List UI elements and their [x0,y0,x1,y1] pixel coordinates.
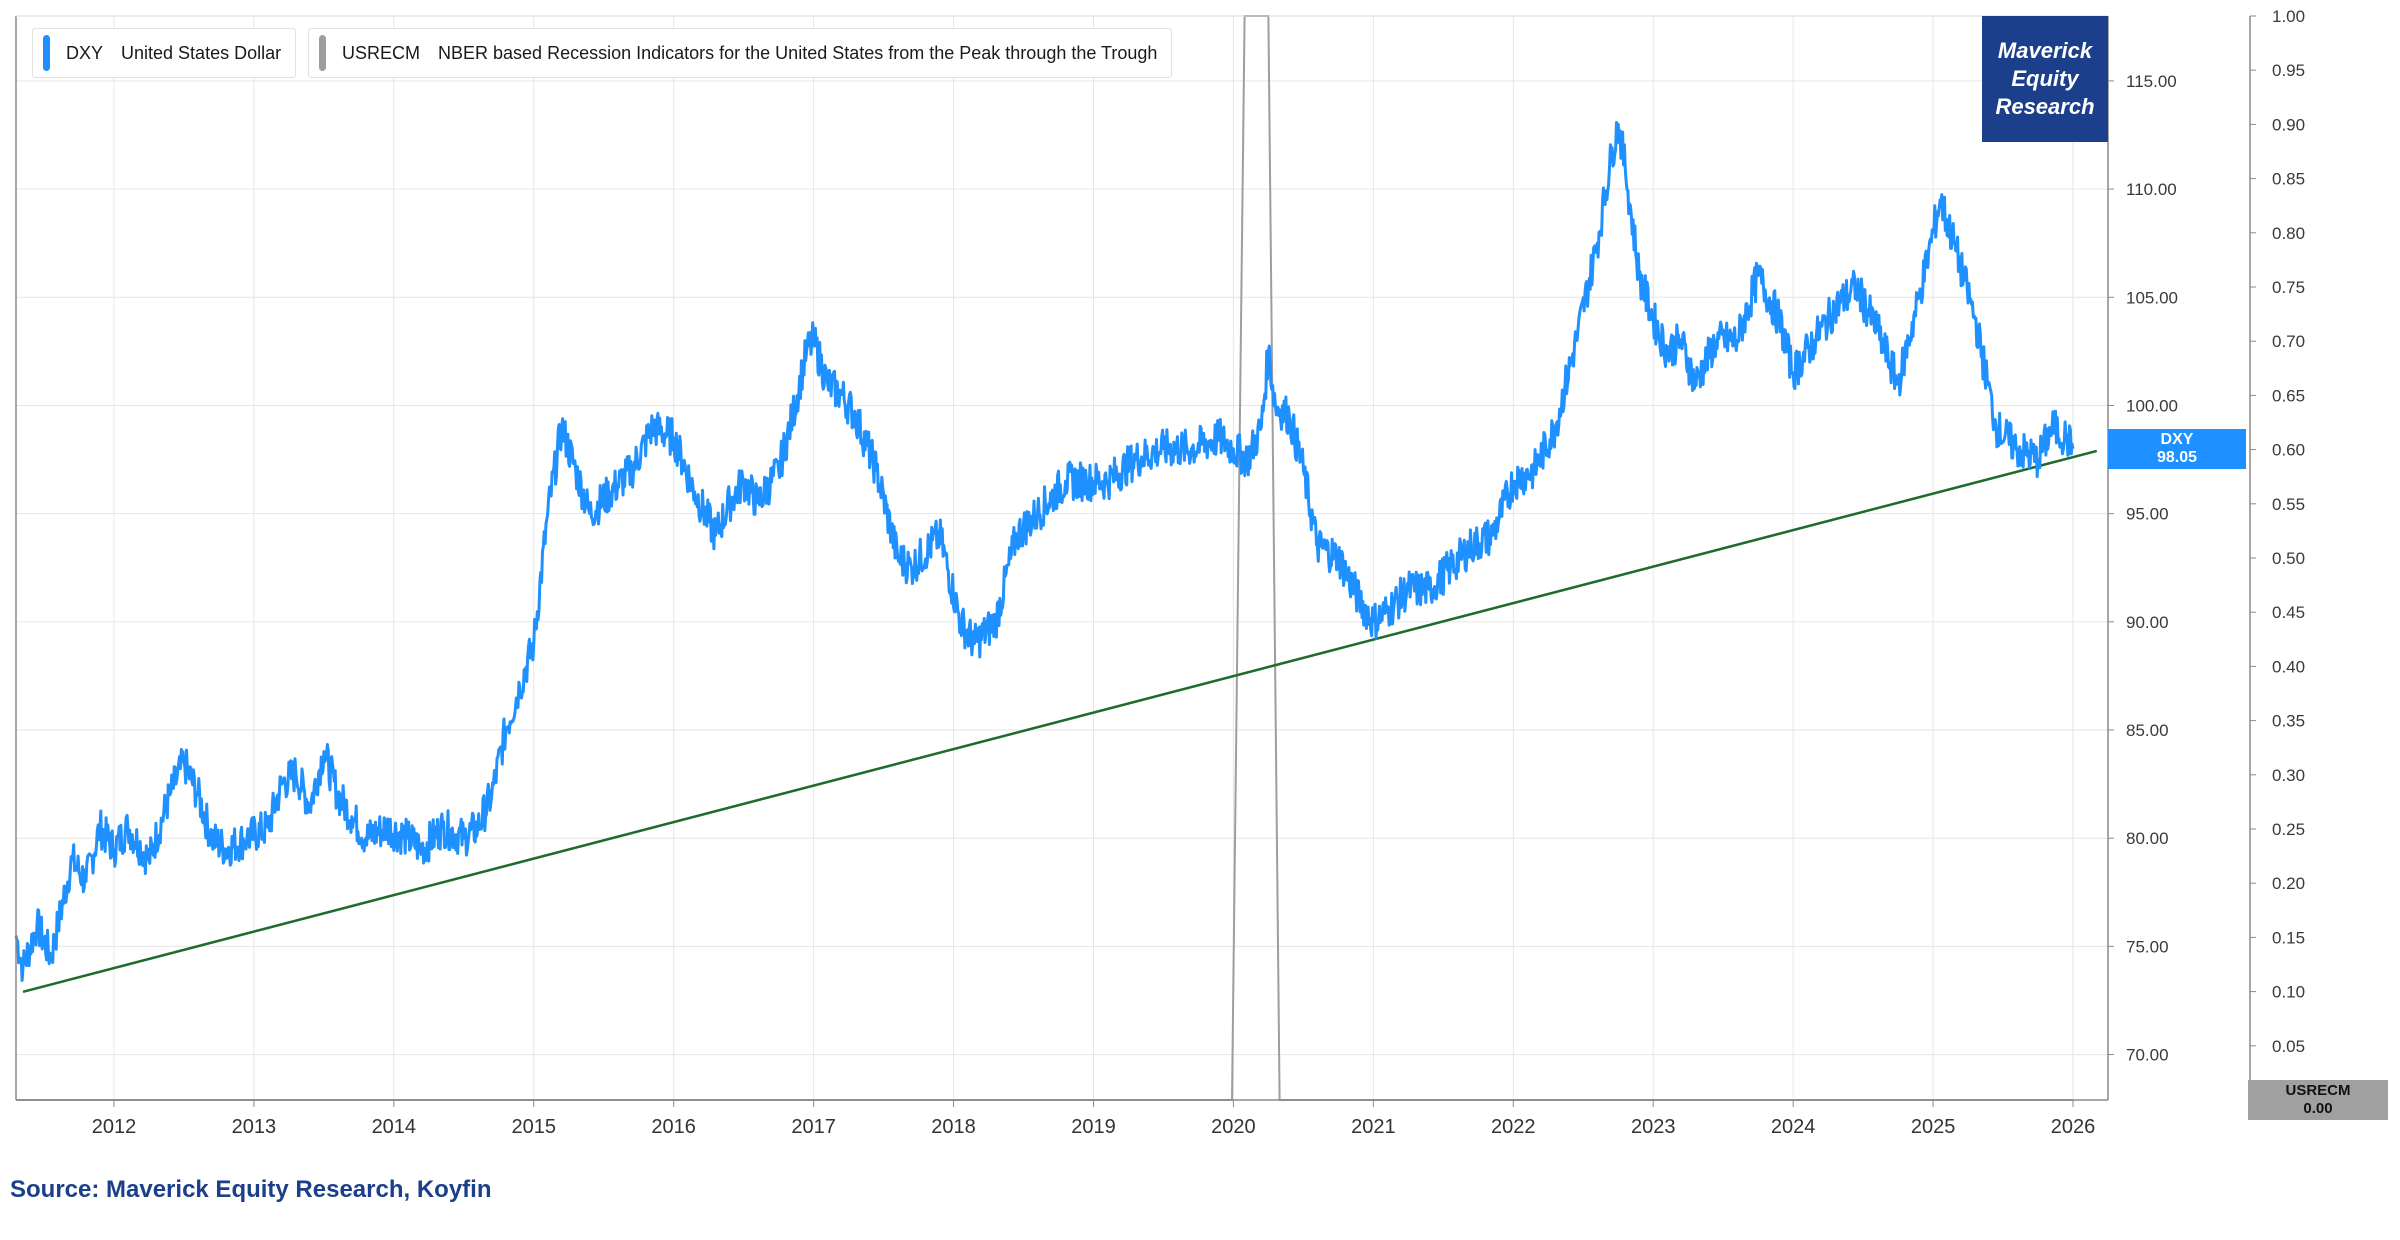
x-tick-label: 2016 [651,1116,696,1138]
plot-frame [15,15,2256,1107]
y-tick-label: 100.00 [2126,396,2178,415]
y-tick-label: 80.00 [2126,829,2169,848]
x-tick-label: 2026 [2051,1116,2096,1138]
y-tick-label: 85.00 [2126,721,2169,740]
right-tick-label: 0.50 [2272,549,2305,568]
y-tick-label: 115.00 [2126,72,2177,91]
right-axis-labels: 1.00 0.95 0.90 0.85 0.80 0.75 0.70 0.65 0.60 0.55… [2272,7,2305,1110]
trendline [22,449,2098,994]
dxy-badge-value: 98.05 [2156,449,2198,466]
right-tick-label: 0.25 [2272,820,2305,839]
right-tick-label: 0.40 [2272,657,2305,676]
legend-ticker-dxy: DXY [66,42,104,63]
dxy-series-layer [14,121,2075,982]
y-tick-label: 90.00 [2126,613,2169,632]
maverick-logo: Maverick Equity Research [1982,16,2108,142]
grid-lines [16,16,2108,1100]
source-note: Source: Maverick Equity Research, Koyfin [10,1176,492,1203]
x-tick-label: 2020 [1211,1116,1256,1138]
dxy-badge-name: DXY [2160,431,2194,448]
x-tick-label: 2013 [232,1116,277,1138]
legend-ticker-usrecm: USRECM [342,42,421,63]
right-tick-label: 0.45 [2272,603,2305,622]
usrecm-badge-value: 0.00 [2303,1100,2333,1117]
legend-label-usrecm: NBER based Recession Indicators for the … [438,42,1158,63]
logo-line-3: Research [1995,94,2095,119]
y-tick-label: 105.00 [2126,288,2178,307]
usrecm-series-line [16,15,2073,1101]
right-tick-label: 0.20 [2272,874,2305,893]
right-tick-label: 1.00 [2272,7,2305,26]
x-tick-label: 2022 [1491,1116,1536,1138]
right-tick-label: 0.90 [2272,115,2305,134]
legend-item-dxy[interactable]: DXY United States Dollar [32,28,297,78]
y-tick-label: 70.00 [2126,1046,2169,1065]
x-tick-label: 2017 [791,1116,836,1138]
x-tick-label: 2021 [1351,1116,1396,1138]
right-tick-label: 0.10 [2272,983,2305,1002]
legend-item-usrecm[interactable]: USRECM NBER based Recession Indicators f… [308,28,1173,78]
right-tick-label: 0.70 [2272,332,2305,351]
x-tick-label: 2023 [1631,1116,1676,1138]
dxy-last-value-badge: DXY 98.05 [2108,429,2246,469]
right-tick-label: 0.35 [2272,712,2305,731]
y-tick-label: 95.00 [2126,505,2169,524]
y-tick-label: 75.00 [2126,937,2169,956]
usrecm-badge-name: USRECM [2285,1082,2351,1099]
y-tick-label: 110.00 [2126,180,2177,199]
logo-line-1: Maverick [1997,38,2093,63]
x-tick-label: 2019 [1071,1116,1116,1138]
x-tick-label: 2012 [92,1116,137,1138]
right-tick-label: 0.95 [2272,61,2305,80]
right-tick-label: 0.65 [2272,386,2305,405]
legend-swatch-usrecm [319,35,326,71]
usrecm-last-value-badge: USRECM 0.00 [2248,1080,2388,1120]
x-axis-labels: 2012 2013 2014 2015 2016 2017 2018 2019 2020 2021… [92,1116,2096,1138]
right-tick-label: 0.55 [2272,495,2305,514]
logo-line-2: Equity [2011,66,2079,91]
right-tick-label: 0.15 [2272,928,2305,947]
right-tick-label: 0.60 [2272,441,2305,460]
right-tick-label: 0.75 [2272,278,2305,297]
left-axis-labels: 115.00 110.00 105.00 100.00 95.00 90.00 85.00 8… [2126,72,2178,1065]
trendline-layer [22,449,2098,994]
right-tick-label: 0.85 [2272,170,2305,189]
x-tick-label: 2014 [372,1116,417,1138]
legend-swatch-dxy [43,35,50,71]
x-tick-label: 2018 [931,1116,976,1138]
right-tick-label: 0.05 [2272,1037,2305,1056]
right-tick-label: 0.30 [2272,766,2305,785]
x-tick-label: 2024 [1771,1116,1816,1138]
right-tick-label: 0.80 [2272,224,2305,243]
legend-label-dxy: United States Dollar [121,42,282,63]
x-tick-label: 2025 [1911,1116,1956,1138]
x-tick-label: 2015 [512,1116,557,1138]
usrecm-series-layer [16,15,2073,1101]
dxy-series-line [14,121,2075,982]
